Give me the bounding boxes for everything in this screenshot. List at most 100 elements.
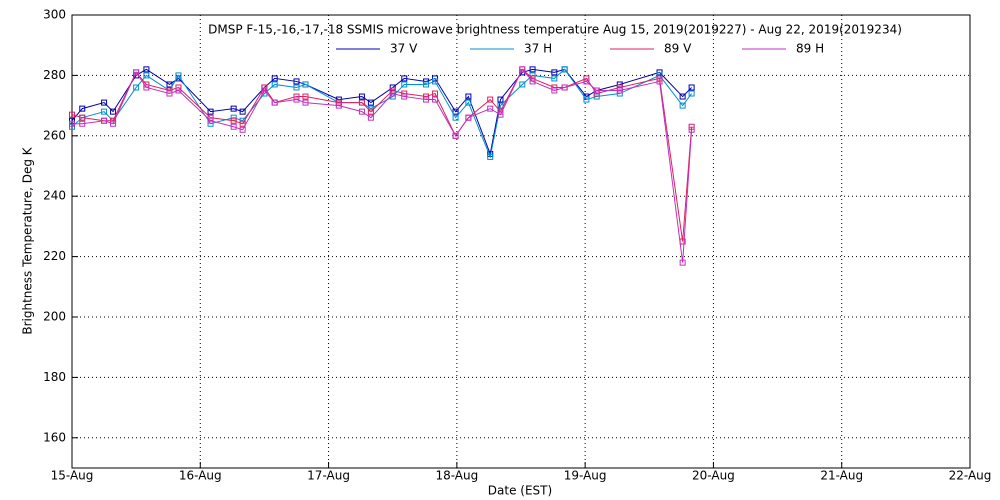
x-tick-label: 21-Aug (820, 469, 863, 483)
point-marker (389, 90, 396, 97)
point-marker (302, 99, 309, 106)
point-marker (166, 90, 173, 97)
point-marker (401, 75, 408, 82)
point-marker (143, 84, 150, 91)
point-marker (110, 108, 117, 115)
point-marker (293, 93, 300, 100)
point-marker (401, 81, 408, 88)
series-line (71, 68, 693, 159)
legend-label: 37 H (524, 42, 552, 56)
point-marker (688, 123, 695, 130)
x-tick-label: 17-Aug (307, 469, 350, 483)
y-axis-label: Brightness Temperature, Deg K (21, 146, 35, 334)
x-axis-label: Date (EST) (488, 484, 552, 498)
point-marker (656, 78, 663, 85)
point-marker (616, 90, 623, 97)
point-marker (616, 81, 623, 88)
series-line (72, 68, 693, 263)
x-tick-label: 16-Aug (179, 469, 222, 483)
x-tick-label: 19-Aug (564, 469, 607, 483)
point-marker (679, 93, 686, 100)
point-marker (583, 78, 590, 85)
point-marker (561, 84, 568, 91)
point-marker (230, 105, 237, 112)
point-marker (656, 72, 663, 79)
point-marker (616, 87, 623, 94)
point-marker (679, 102, 686, 109)
x-tick-label: 15-Aug (51, 469, 94, 483)
point-marker (465, 114, 472, 121)
y-tick-label: 240 (43, 189, 66, 203)
point-marker (143, 72, 150, 79)
legend-label: 89 H (796, 42, 824, 56)
point-marker (583, 96, 590, 103)
point-marker (561, 66, 568, 73)
point-marker (519, 66, 526, 73)
point-marker (367, 108, 374, 115)
point-marker (529, 66, 536, 73)
legend-label: 37 V (390, 42, 418, 56)
point-marker (302, 93, 309, 100)
x-tick-label: 20-Aug (692, 469, 735, 483)
point-marker (432, 90, 439, 97)
point-marker (487, 153, 494, 160)
y-tick-label: 180 (43, 370, 66, 384)
point-marker (207, 117, 214, 124)
point-marker (239, 108, 246, 115)
point-marker (239, 126, 246, 133)
point-marker (497, 111, 504, 118)
point-marker (688, 126, 695, 133)
point-marker (101, 117, 108, 124)
point-marker (358, 93, 365, 100)
point-marker (616, 84, 623, 91)
point-marker (207, 108, 214, 115)
point-marker (175, 72, 182, 79)
point-marker (302, 81, 309, 88)
point-marker (261, 87, 268, 94)
point-marker (293, 96, 300, 103)
point-marker (465, 93, 472, 100)
point-marker (656, 75, 663, 82)
point-marker (271, 75, 278, 82)
point-marker (389, 87, 396, 94)
point-marker (367, 99, 374, 106)
point-marker (593, 93, 600, 100)
point-marker (239, 120, 246, 127)
point-marker (271, 99, 278, 106)
point-marker (423, 81, 430, 88)
point-marker (79, 120, 86, 127)
point-marker (423, 96, 430, 103)
x-tick-label: 22-Aug (949, 469, 992, 483)
point-marker (487, 105, 494, 112)
point-marker (69, 120, 75, 127)
y-tick-label: 220 (43, 249, 66, 263)
point-marker (358, 108, 365, 115)
chart-title: DMSP F-15,-16,-17,-18 SSMIS microwave br… (208, 23, 902, 37)
x-tick-label: 18-Aug (435, 469, 478, 483)
point-marker (230, 114, 237, 121)
point-marker (688, 84, 695, 91)
point-marker (452, 114, 459, 121)
point-marker (293, 78, 300, 85)
point-marker (432, 78, 439, 85)
point-marker (101, 108, 108, 115)
point-marker (487, 96, 494, 103)
y-tick-label: 160 (43, 430, 66, 444)
point-marker (271, 81, 278, 88)
point-marker (551, 87, 558, 94)
point-marker (497, 102, 504, 109)
y-tick-label: 300 (43, 8, 66, 22)
point-marker (593, 87, 600, 94)
point-marker (79, 105, 86, 112)
point-marker (79, 114, 86, 121)
point-marker (551, 75, 558, 82)
point-marker (358, 99, 365, 106)
point-marker (389, 84, 396, 91)
legend-label: 89 V (664, 42, 692, 56)
point-marker (551, 69, 558, 76)
point-marker (679, 259, 686, 266)
point-marker (230, 123, 237, 130)
point-marker (335, 99, 342, 106)
point-marker (465, 99, 472, 106)
